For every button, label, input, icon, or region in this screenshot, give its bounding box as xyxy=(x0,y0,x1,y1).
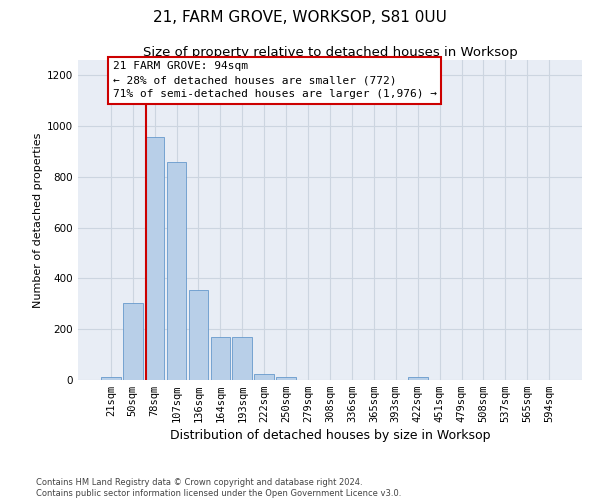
Bar xyxy=(101,378,121,380)
X-axis label: Distribution of detached houses by size in Worksop: Distribution of detached houses by size … xyxy=(170,430,490,442)
Y-axis label: Number of detached properties: Number of detached properties xyxy=(33,132,43,308)
Bar xyxy=(123,302,143,380)
Bar xyxy=(167,162,187,380)
Text: 21 FARM GROVE: 94sqm
← 28% of detached houses are smaller (772)
71% of semi-deta: 21 FARM GROVE: 94sqm ← 28% of detached h… xyxy=(113,62,437,100)
Bar xyxy=(276,378,296,380)
Bar xyxy=(145,138,164,380)
Title: Size of property relative to detached houses in Worksop: Size of property relative to detached ho… xyxy=(143,46,517,59)
Bar xyxy=(232,337,252,380)
Text: 21, FARM GROVE, WORKSOP, S81 0UU: 21, FARM GROVE, WORKSOP, S81 0UU xyxy=(153,10,447,25)
Text: Contains HM Land Registry data © Crown copyright and database right 2024.
Contai: Contains HM Land Registry data © Crown c… xyxy=(36,478,401,498)
Bar xyxy=(408,378,428,380)
Bar xyxy=(254,374,274,380)
Bar xyxy=(188,290,208,380)
Bar xyxy=(211,337,230,380)
